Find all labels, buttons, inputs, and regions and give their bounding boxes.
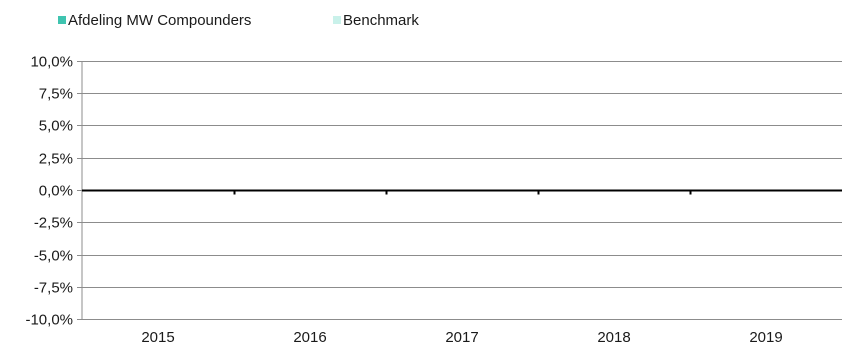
y-tick-label: -7,5% xyxy=(34,280,73,297)
y-axis: 10,0% 7,5% 5,0% 2,5% 0,0% -2,5% -5,0% -7,5% -10,… xyxy=(25,54,83,329)
y-tick-label: 10,0% xyxy=(30,54,73,71)
x-tick-label: 2019 xyxy=(749,329,782,346)
y-tick-label: 2,5% xyxy=(39,151,73,168)
x-axis-zero-line xyxy=(82,189,842,195)
legend: Afdeling MW Compounders Benchmark xyxy=(58,12,419,29)
x-axis: 2015 2016 2017 2018 2019 xyxy=(141,329,782,346)
legend-swatch-1 xyxy=(58,16,66,24)
legend-swatch-2 xyxy=(333,16,341,24)
legend-label-2: Benchmark xyxy=(343,12,419,29)
y-tick-label: -5,0% xyxy=(34,248,73,265)
x-tick-label: 2017 xyxy=(445,329,478,346)
y-tick-label: 5,0% xyxy=(39,118,73,135)
x-tick-label: 2015 xyxy=(141,329,174,346)
y-tick-label: 7,5% xyxy=(39,86,73,103)
gridlines xyxy=(82,61,842,320)
legend-label-1: Afdeling MW Compounders xyxy=(68,12,251,29)
y-tick-label: -10,0% xyxy=(25,312,73,329)
x-tick-label: 2018 xyxy=(597,329,630,346)
x-tick-label: 2016 xyxy=(293,329,326,346)
y-tick-label: 0,0% xyxy=(39,183,73,200)
y-tick-label: -2,5% xyxy=(34,215,73,232)
